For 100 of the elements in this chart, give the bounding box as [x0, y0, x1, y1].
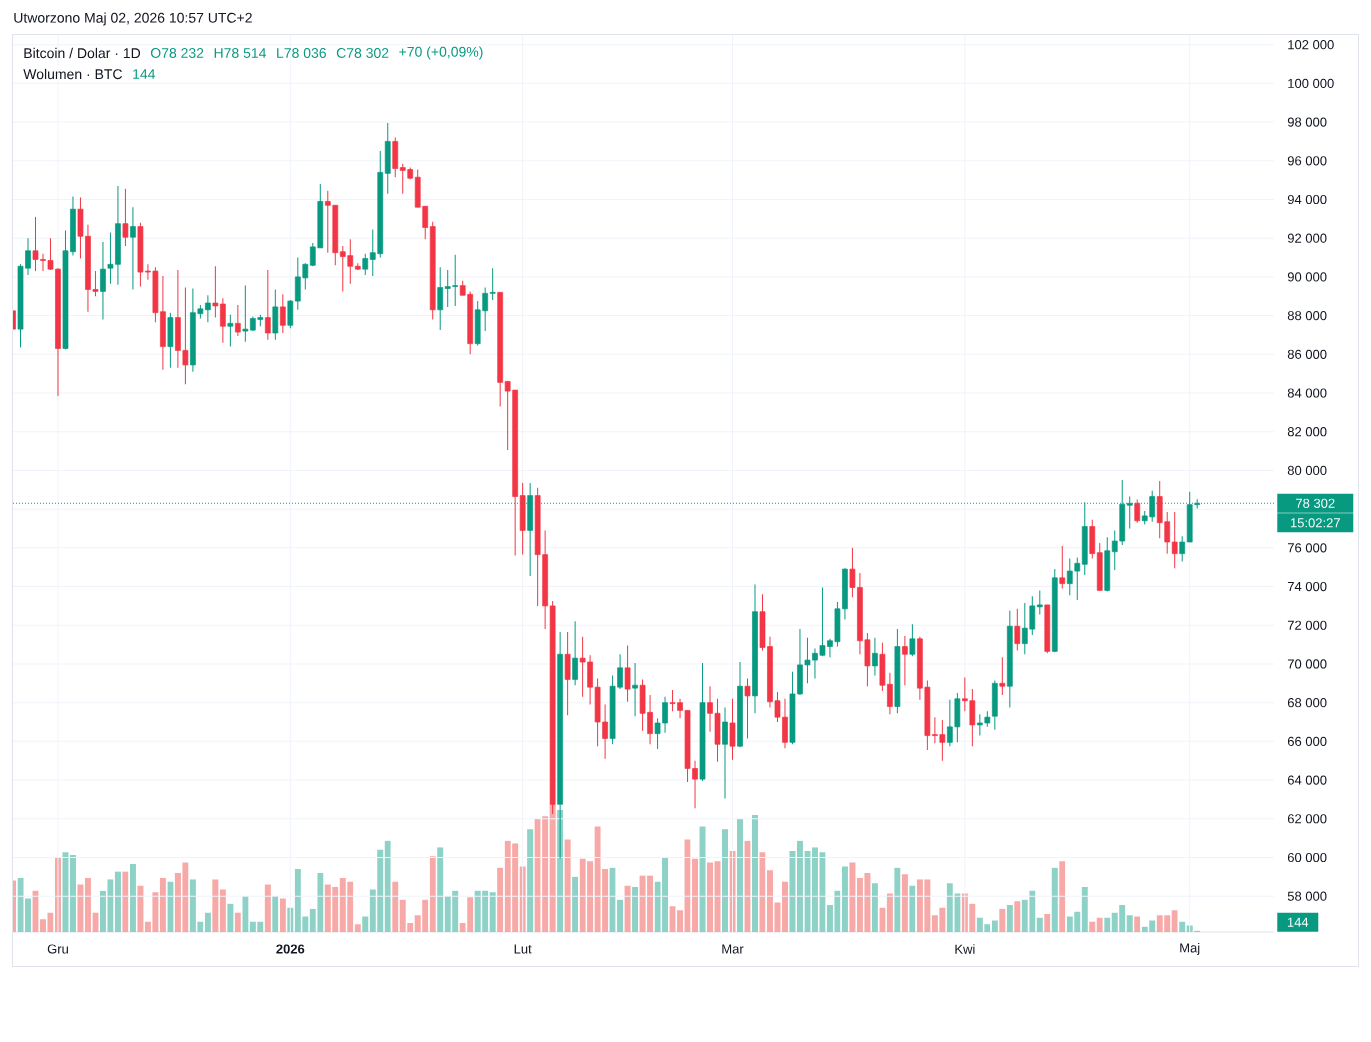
y-tick-label: 64 000 — [1287, 775, 1327, 785]
text: 144 — [1287, 917, 1309, 927]
y-tick-label: 62 000 — [1287, 814, 1327, 824]
bar — [999, 908, 1006, 932]
bar — [707, 862, 714, 932]
bar — [227, 903, 234, 932]
candlestick — [999, 656, 1006, 696]
bar — [759, 852, 766, 932]
candlestick — [1036, 589, 1043, 616]
bar — [1089, 921, 1096, 932]
bar — [204, 912, 211, 932]
bar — [354, 924, 361, 932]
candlestick — [1171, 511, 1178, 569]
bar — [219, 889, 226, 932]
annotation: C78 302 — [336, 48, 389, 58]
candlestick — [744, 677, 751, 739]
y-tick-label: 86 000 — [1287, 349, 1327, 359]
x-tick-label: Mar — [722, 944, 744, 954]
x-tick-label: Kwi — [955, 944, 975, 954]
bar — [489, 892, 496, 932]
bar — [99, 890, 106, 932]
y-tick-label: 72 000 — [1287, 620, 1327, 630]
bar — [677, 910, 684, 932]
y-tick-label: 100 000 — [1288, 78, 1334, 88]
bar — [1059, 861, 1066, 932]
y-tick-label: 96 000 — [1287, 156, 1327, 166]
candlestick — [909, 623, 916, 657]
bar — [572, 876, 579, 932]
candlestick — [362, 253, 369, 276]
bar — [789, 851, 796, 932]
candlestick — [130, 206, 136, 290]
bar — [272, 896, 279, 932]
bar — [699, 826, 706, 932]
y-tick-label: 82 000 — [1287, 427, 1327, 437]
y-tick-label: 94 000 — [1287, 194, 1327, 205]
x-tick-label: Lut — [514, 944, 532, 954]
x-tick-label: 2026 — [276, 944, 305, 954]
x-tick-label: Gru — [47, 944, 68, 954]
candlestick — [1014, 608, 1021, 651]
annotation: H78 514 — [214, 48, 267, 58]
candlestick — [100, 241, 106, 320]
candlestick — [624, 645, 631, 703]
bar — [497, 867, 504, 932]
bar — [692, 858, 699, 932]
annotation: O78 232 — [150, 48, 204, 58]
annotation: L78 036 — [277, 48, 326, 58]
candlestick — [264, 269, 271, 341]
y-tick-label: 98 000 — [1287, 117, 1327, 127]
bar — [811, 847, 818, 932]
y-tick-label: 88 000 — [1287, 311, 1327, 321]
bar — [886, 893, 893, 932]
ref-line-label: 78 302 — [1296, 498, 1335, 508]
bar — [624, 885, 631, 932]
y-tick-label: 70 000 — [1287, 659, 1327, 669]
y-tick-label: 84 000 — [1287, 388, 1327, 398]
bar — [1126, 915, 1133, 932]
y-tick-label: 92 000 — [1287, 233, 1327, 243]
y-tick-label: 76 000 — [1287, 543, 1327, 553]
bar — [122, 871, 129, 932]
candlestick — [872, 637, 878, 677]
text: Utworzono Maj 02, 2026 10:57 UTC+2 — [14, 12, 252, 26]
annotation: 144 — [133, 69, 156, 79]
bar — [129, 863, 136, 932]
text: Bitcoin / Dolar · 1D — [24, 47, 141, 59]
bar — [1044, 914, 1051, 932]
bar — [1006, 905, 1013, 932]
bar — [137, 885, 144, 932]
bar — [437, 847, 444, 932]
candlestick — [902, 635, 908, 686]
y-tick-label: 58 000 — [1287, 891, 1327, 901]
bar — [212, 879, 219, 932]
bar — [429, 856, 436, 932]
x-tick-label: Maj — [1180, 942, 1200, 956]
bar — [1051, 867, 1058, 932]
y-tick-label: 80 000 — [1287, 465, 1327, 476]
candlestick — [235, 304, 241, 337]
bar — [751, 815, 758, 932]
bar — [62, 852, 69, 932]
y-tick-label: 90 000 — [1287, 272, 1327, 282]
bar — [264, 884, 271, 932]
bar — [84, 878, 91, 932]
bar — [909, 885, 916, 932]
bar — [564, 839, 571, 932]
bar — [77, 884, 84, 932]
y-tick-label: 68 000 — [1287, 698, 1327, 708]
y-tick-label: 60 000 — [1287, 852, 1327, 863]
y-tick-label: 74 000 — [1287, 581, 1327, 592]
bar — [174, 872, 181, 932]
bar — [69, 854, 76, 932]
candlestick — [279, 293, 286, 334]
bar — [114, 871, 121, 932]
bar — [894, 867, 901, 932]
bar — [849, 862, 856, 932]
bar — [527, 829, 534, 932]
candlestick — [722, 706, 728, 799]
bar — [617, 899, 624, 932]
chart-title: Wolumen · BTC — [23, 68, 123, 80]
candlestick — [1134, 498, 1141, 524]
candlestick — [122, 188, 129, 247]
bar — [362, 916, 369, 932]
